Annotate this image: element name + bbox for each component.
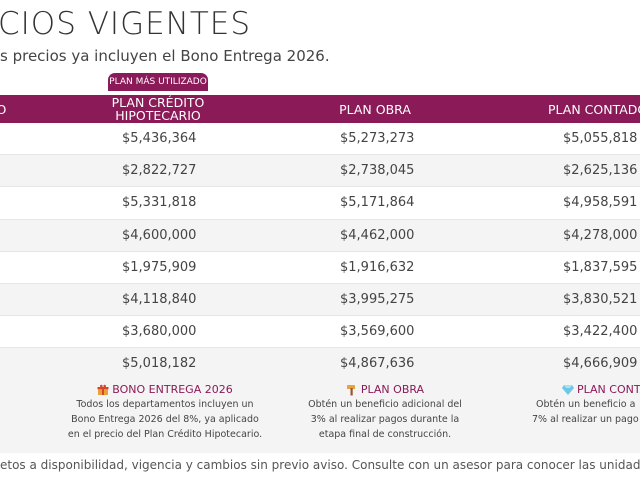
table-row: $4,118,840 $3,995,275 $3,830,521: [0, 283, 640, 317]
price-obra: $4,462,000: [340, 227, 415, 243]
price-contado: $4,666,909: [563, 356, 638, 372]
header-plan-credito-line2: HIPOTECARIO: [115, 108, 201, 123]
plans-info-panel: BONO ENTREGA 2026 Todos los departamento…: [0, 375, 640, 453]
header-plan-credito: PLAN CRÉDITO HIPOTECARIO: [88, 95, 228, 123]
info-contado-line: Obtén un beneficio a: [536, 399, 636, 410]
price-credito: $3,680,000: [122, 324, 197, 340]
price-obra: $3,995,275: [340, 291, 415, 307]
info-obra-line: Obtén un beneficio adicional del: [308, 399, 462, 410]
table-row: $4,600,000 $4,462,000 $4,278,000: [0, 219, 640, 252]
table-row: $1,975,909 $1,916,632 $1,837,595: [0, 252, 640, 284]
table-row: $5,436,364 $5,273,273 $5,055,818: [0, 123, 640, 156]
info-bono-title: BONO ENTREGA 2026: [112, 383, 233, 396]
price-credito: $1,975,909: [122, 259, 197, 275]
diamond-icon: [562, 384, 574, 395]
price-contado: $1,837,595: [563, 259, 638, 275]
disclaimer-footer: etos a disponibilidad, vigencia y cambio…: [0, 458, 640, 472]
price-obra: $5,273,273: [340, 131, 415, 146]
page-subtitle: s precios ya incluyen el Bono Entrega 20…: [0, 47, 330, 65]
price-contado: $2,625,136: [563, 163, 638, 179]
price-contado: $3,830,521: [563, 291, 638, 307]
info-obra: PLAN OBRA Obtén un beneficio adicional d…: [285, 383, 485, 441]
price-credito: $5,018,182: [122, 356, 197, 372]
price-obra: $5,171,864: [340, 195, 415, 211]
table-row: $3,680,000 $3,569,600 $3,422,400: [0, 316, 640, 349]
price-obra: $1,916,632: [340, 259, 415, 275]
info-bono-line: Bono Entrega 2026 del 8%, ya aplicado: [71, 414, 259, 425]
table-header: LO PLAN CRÉDITO HIPOTECARIO PLAN OBRA PL…: [0, 95, 640, 123]
info-bono-line: Todos los departamentos incluyen un: [76, 399, 254, 410]
price-obra: $3,569,600: [340, 324, 415, 340]
price-credito: $4,118,840: [122, 291, 197, 307]
price-credito: $5,331,818: [122, 195, 197, 211]
price-obra: $4,867,636: [340, 356, 415, 372]
info-bono: BONO ENTREGA 2026 Todos los departamento…: [55, 383, 275, 441]
info-obra-line: etapa final de construcción.: [318, 429, 452, 440]
info-contado: PLAN CONTAD Obtén un beneficio a 7% al r…: [532, 383, 640, 426]
header-plan-contado: PLAN CONTADO: [548, 101, 640, 117]
table-row: $5,331,818 $5,171,864 $4,958,591: [0, 187, 640, 220]
price-contado: $5,055,818: [563, 131, 638, 146]
header-plan-obra: PLAN OBRA: [339, 101, 411, 117]
info-contado-line: 7% al realizar un pago: [532, 414, 639, 425]
price-credito: $4,600,000: [122, 227, 197, 243]
info-obra-title: PLAN OBRA: [360, 383, 425, 396]
price-credito: $2,822,727: [122, 163, 197, 179]
info-contado-title: PLAN CONTAD: [577, 383, 640, 396]
price-obra: $2,738,045: [340, 163, 415, 179]
price-credito: $5,436,364: [122, 131, 197, 146]
price-table: $5,436,364 $5,273,273 $5,055,818 $2,822,…: [0, 123, 640, 381]
gift-icon: [97, 384, 109, 395]
page-title: CIOS VIGENTES: [0, 6, 252, 42]
table-row: $2,822,727 $2,738,045 $2,625,136: [0, 155, 640, 188]
price-contado: $3,422,400: [563, 324, 638, 340]
info-bono-line: en el precio del Plan Crédito Hipotecari…: [67, 429, 263, 440]
header-plan-credito-line1: PLAN CRÉDITO: [111, 95, 205, 110]
hammer-icon: [346, 384, 355, 395]
price-contado: $4,278,000: [563, 227, 638, 243]
header-lot: LO: [0, 101, 7, 117]
price-contado: $4,958,591: [563, 195, 638, 211]
most-used-plan-badge: PLAN MÁS UTILIZADO: [108, 73, 208, 91]
info-obra-line: 3% al realizar pagos durante la: [310, 414, 460, 425]
